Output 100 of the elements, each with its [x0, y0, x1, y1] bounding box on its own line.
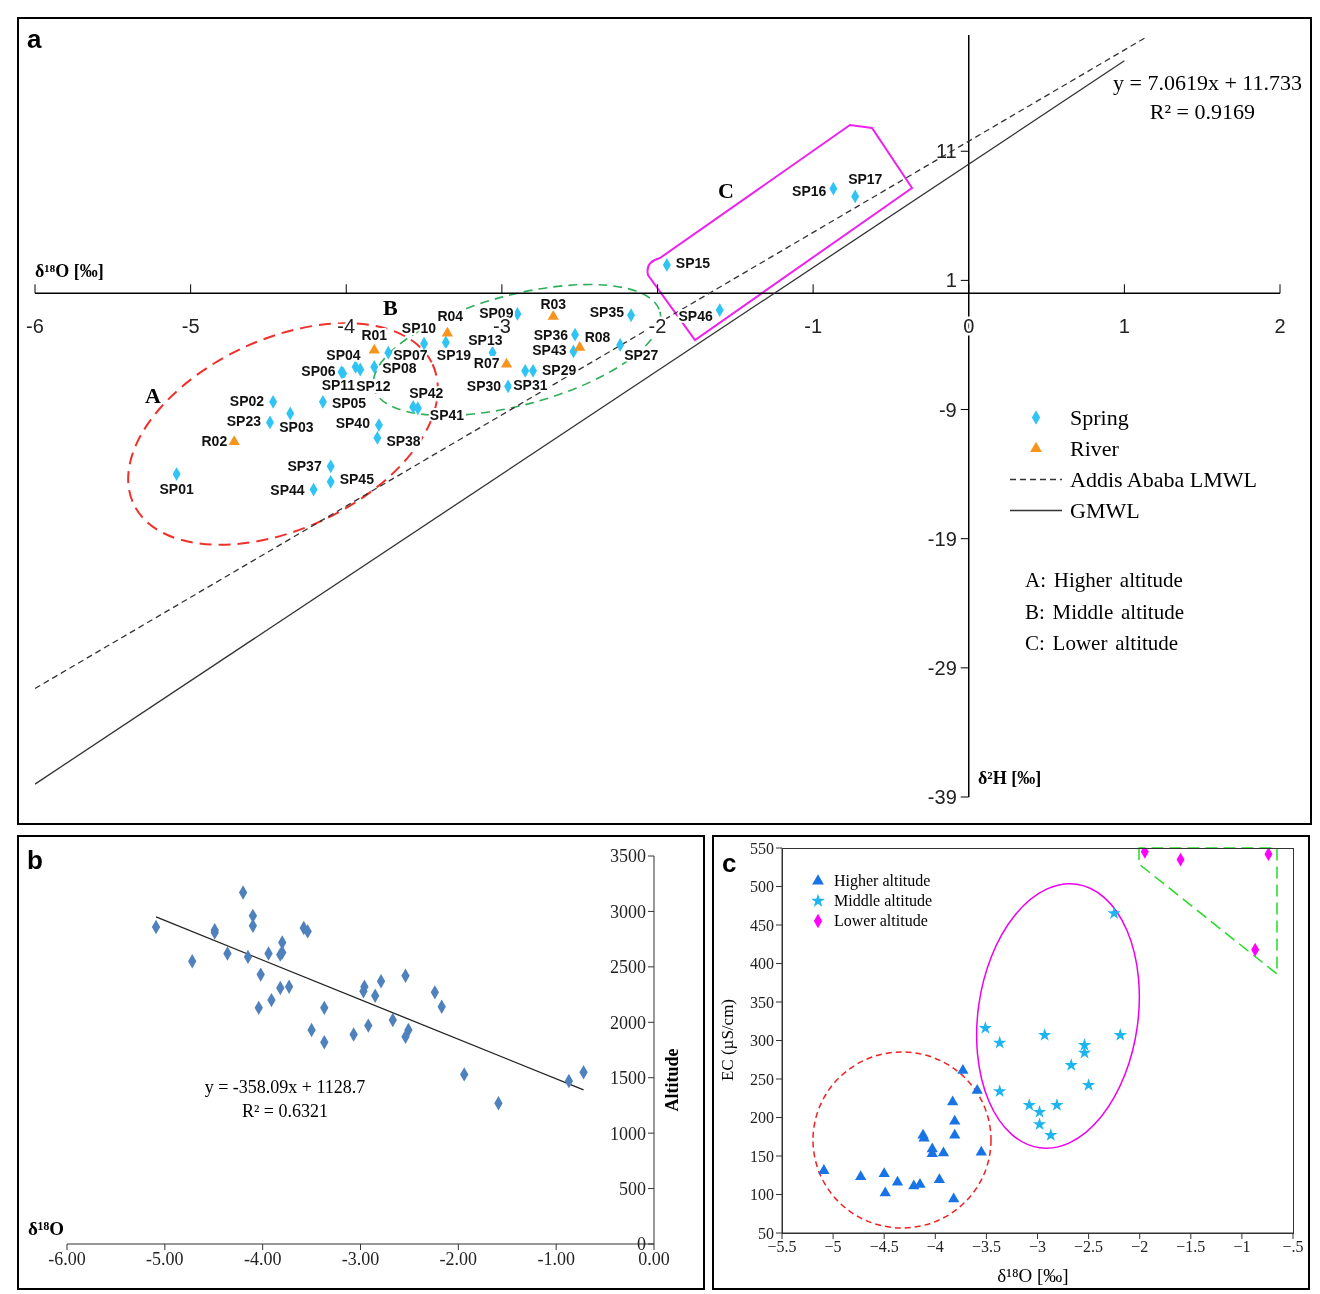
- x-tick-label: −3.5: [971, 1238, 1001, 1256]
- point: [891, 1175, 904, 1186]
- data-label: R02: [201, 432, 228, 449]
- x-tick-label: −5: [824, 1238, 842, 1256]
- data-label: SP30: [466, 378, 502, 395]
- point: [947, 1095, 959, 1106]
- data-label: SP31: [513, 376, 548, 393]
- point: [993, 1035, 1007, 1049]
- point: [500, 357, 513, 368]
- data-label: SP43: [532, 342, 567, 359]
- data-label: SP17: [848, 171, 883, 188]
- x-tick-label: −3: [1028, 1238, 1047, 1256]
- point: [441, 326, 454, 337]
- x-axis-title: δ¹⁸O [‰]: [35, 261, 104, 282]
- y-tick-label: 3000: [610, 901, 646, 922]
- annotation: B: Middle altitude: [1025, 600, 1185, 625]
- data-label: SP15: [675, 254, 711, 271]
- point: [878, 1167, 890, 1177]
- data-label: SP06: [301, 363, 336, 380]
- x-tick-label: -5: [181, 315, 200, 338]
- y-axis-title: EC (µS/cm): [718, 998, 738, 1082]
- point: [957, 1064, 969, 1074]
- x-tick-label: 2: [1274, 315, 1286, 338]
- point: [818, 1164, 830, 1174]
- x-tick-label: 1: [1118, 315, 1130, 338]
- x-tick-label: −1: [1233, 1238, 1251, 1256]
- point: [1038, 1028, 1052, 1041]
- y-tick-label: -39: [927, 786, 957, 808]
- data-label: SP19: [436, 347, 472, 364]
- x-tick-label: −2: [1131, 1238, 1149, 1256]
- annotation: y = -358.09x + 1128.7: [203, 1077, 367, 1098]
- data-label: SP16: [792, 182, 827, 199]
- y-axis-title: δ²H [‰]: [978, 768, 1042, 789]
- data-label: SP01: [159, 481, 194, 498]
- data-label: SP10: [401, 319, 437, 336]
- y-axis-title: Altitude: [661, 1048, 683, 1112]
- point: [228, 435, 240, 446]
- data-label: SP11: [321, 377, 356, 394]
- annotation: A: [145, 383, 161, 409]
- x-axis-title: δ¹⁸O: [28, 1218, 65, 1240]
- data-label: R08: [584, 328, 611, 345]
- point: [1077, 1038, 1092, 1051]
- y-tick-label: 300: [750, 1032, 774, 1050]
- point: [1050, 1098, 1064, 1111]
- data-label: SP37: [287, 458, 322, 475]
- x-axis-title: δ¹⁸O [‰]: [997, 1265, 1069, 1287]
- x-tick-label: −4.5: [869, 1238, 899, 1256]
- x-tick-label: −2.5: [1074, 1238, 1104, 1256]
- x-tick-label: −4: [926, 1238, 944, 1256]
- point: [993, 1084, 1007, 1097]
- data-label: SP45: [339, 470, 375, 487]
- point: [975, 1145, 987, 1156]
- x-tick-label: -3.00: [341, 1248, 380, 1269]
- annotation: R² = 0.9169: [1148, 99, 1255, 125]
- y-tick-label: 500: [619, 1178, 646, 1199]
- x-tick-label: -6.00: [48, 1248, 86, 1269]
- point: [1107, 906, 1121, 920]
- point: [855, 1170, 867, 1181]
- point: [1032, 1117, 1047, 1131]
- annotation: y = 7.0619x + 11.733: [1112, 70, 1302, 96]
- data-label: SP38: [386, 432, 421, 449]
- data-label: SP36: [533, 326, 569, 343]
- data-label: SP02: [229, 392, 265, 409]
- point: [933, 1173, 946, 1184]
- legend-label: River: [1070, 435, 1119, 462]
- data-label: R03: [540, 295, 567, 312]
- y-tick-label: -19: [927, 527, 957, 550]
- point: [879, 1186, 891, 1197]
- data-label: SP04: [326, 346, 361, 363]
- point: [937, 1146, 950, 1157]
- y-tick-label: 2000: [610, 1012, 646, 1033]
- point: [971, 1084, 983, 1094]
- point: [1044, 1128, 1058, 1141]
- y-tick-label: 250: [750, 1070, 774, 1088]
- y-tick-label: 100: [750, 1186, 774, 1204]
- data-label: SP27: [624, 346, 659, 363]
- x-tick-label: −1.5: [1176, 1238, 1206, 1256]
- y-tick-label: 350: [750, 993, 774, 1011]
- annotation: A: Higher altitude: [1025, 568, 1183, 593]
- y-tick-label: 500: [750, 878, 774, 896]
- y-tick-label: 1500: [610, 1068, 646, 1089]
- point: [978, 1021, 993, 1034]
- y-tick-label: 1000: [610, 1123, 646, 1144]
- data-label: SP12: [356, 377, 391, 394]
- point: [949, 1114, 961, 1125]
- x-tick-label: -6: [26, 315, 44, 338]
- data-label: SP05: [331, 394, 367, 411]
- y-tick-label: 1: [945, 269, 957, 292]
- data-label: SP46: [678, 308, 713, 325]
- x-tick-label: -4.00: [243, 1248, 282, 1269]
- y-tick-label: 200: [750, 1109, 774, 1127]
- y-tick-label: 3500: [610, 846, 646, 867]
- point: [1022, 1098, 1036, 1111]
- annotation: C: Lower altitude: [1025, 631, 1179, 656]
- data-label: R07: [473, 355, 500, 372]
- x-tick-label: −.5: [1282, 1238, 1304, 1256]
- legend-label: GMWL: [1070, 497, 1140, 524]
- y-tick-label: -29: [927, 656, 957, 679]
- point: [547, 310, 559, 320]
- point: [1064, 1058, 1078, 1071]
